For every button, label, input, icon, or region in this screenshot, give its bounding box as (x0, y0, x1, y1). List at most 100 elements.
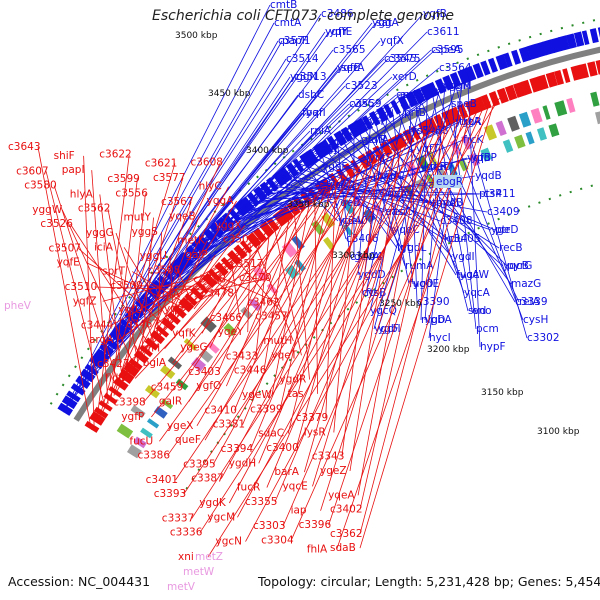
leader-line (157, 112, 303, 289)
forward-gene-label: c3339 (515, 296, 548, 308)
leader-line (341, 137, 402, 249)
leader-line (183, 127, 430, 495)
reverse-gene-label: c3446 (234, 365, 267, 377)
forward-gene-label: gcvH (357, 116, 384, 128)
leader-line (420, 92, 428, 321)
forward-gene-label: serA (341, 62, 365, 74)
reverse-gene-label: c3556 (115, 187, 148, 199)
forward-gene-label: cmtA (274, 17, 302, 29)
leader-line (169, 256, 175, 320)
forward-gene-mark (442, 75, 455, 91)
leader-line (328, 145, 449, 240)
cog-tile (133, 436, 147, 449)
reverse-gene-label: ygfP (121, 411, 144, 423)
leader-line (198, 148, 315, 248)
reverse-gene-label: c3401 (146, 474, 179, 486)
cog-tile (414, 177, 429, 193)
leader-line (160, 103, 354, 286)
cog-tile (240, 306, 253, 320)
map-title: Escherichia coli CFT073, complete genome (152, 8, 454, 24)
kbp-tick-label: 3200 kbp (427, 345, 470, 355)
leader-line (142, 191, 320, 403)
leader-line (377, 78, 459, 330)
highlight-box (434, 175, 462, 188)
outer-dotted-ring (49, 18, 600, 405)
leader-line (453, 80, 528, 339)
leader-line (320, 150, 347, 240)
cog-tile (294, 259, 307, 272)
forward-gene-label: c3564 (439, 62, 472, 74)
leader-line (409, 100, 418, 303)
kbp-tick-label: 3300 kbp (332, 251, 375, 261)
leader-line (99, 194, 124, 384)
leader-line (131, 271, 188, 305)
reverse-gene-label: yqfZ (73, 295, 97, 307)
reverse-gene-label: yqfK (172, 327, 197, 339)
cog-tile (167, 356, 183, 370)
leader-line (167, 150, 385, 456)
leader-line (156, 250, 243, 325)
reverse-gene-label: metK (177, 235, 206, 247)
reverse-gene-label: lysR (304, 426, 326, 438)
forward-gene-label: c3514 (286, 53, 319, 65)
reverse-gene-label: fhlA (307, 543, 328, 555)
leader-line (194, 278, 224, 298)
leader-line (63, 4, 271, 413)
leader-line (177, 270, 192, 302)
kbp-tick-label: 3250 kbp (379, 299, 422, 309)
forward-gene-mark (487, 57, 498, 73)
leader-line (230, 261, 241, 318)
leader-line (107, 208, 139, 363)
rna-gene-label: metW (183, 566, 215, 578)
reverse-gene-mark (496, 87, 509, 104)
leader-line (396, 106, 465, 294)
forward-gene-label: ygcW (460, 269, 490, 281)
forward-gene-label: c3405 (448, 233, 481, 245)
forward-gene-mark (581, 30, 590, 45)
forward-gene-label: c3611 (427, 26, 460, 38)
forward-gene-mark (597, 27, 600, 38)
cog-tile (311, 220, 325, 236)
reverse-gene-label: c3386 (138, 450, 171, 462)
forward-gene-mark (434, 78, 447, 94)
reverse-gene-mark (144, 337, 159, 351)
forward-gene-label: ptsP (479, 188, 502, 200)
leader-line (102, 271, 221, 302)
reverse-gene-label: c3395 (183, 458, 216, 470)
forward-gene-label: svd (468, 305, 486, 317)
leader-line (148, 268, 224, 311)
reverse-gene-label: c3580 (24, 180, 57, 192)
reverse-gene-mark (595, 60, 600, 75)
cog-tile (146, 418, 160, 429)
reverse-gene-mark (464, 99, 479, 116)
leader-line (180, 203, 303, 388)
forward-gene-label: rpiA (310, 125, 332, 137)
kbp-tick-label: 3350 kbp (287, 200, 330, 210)
forward-gene-label: gcvP (361, 134, 386, 146)
forward-gene-label: c3411 (483, 188, 516, 200)
forward-gene-label: c3409 (487, 206, 520, 218)
leader-line (159, 163, 363, 442)
reverse-gene-label: c3444 (81, 320, 114, 332)
reverse-gene-label: argA (89, 334, 114, 346)
forward-gene-mark (480, 60, 491, 76)
leader-line (196, 174, 345, 427)
cog-tile (323, 236, 335, 250)
forward-gene-label: c3545 (384, 53, 417, 65)
reverse-gene-label: iciA (94, 241, 114, 253)
reverse-gene-label: yqfA (156, 289, 181, 301)
kbp-tick-label: 3400 kbp (246, 146, 289, 156)
forward-gene-label: ygeD (491, 224, 518, 236)
leader-line (265, 189, 433, 204)
reverse-gene-label: c3509 (110, 280, 142, 292)
forward-gene-label: cysH (523, 314, 548, 326)
reverse-gene-label: c3562 (78, 203, 111, 215)
reverse-gene-label: c3608 (190, 156, 223, 168)
reverse-gene-label: c3510 (65, 281, 98, 293)
leader-line (53, 185, 121, 388)
reverse-gene-label: c3362 (330, 528, 363, 540)
reverse-gene-label: c3303 (253, 520, 285, 532)
leader-line (237, 114, 458, 518)
leader-line (234, 185, 328, 411)
rna-gene-label: metV (167, 581, 196, 593)
